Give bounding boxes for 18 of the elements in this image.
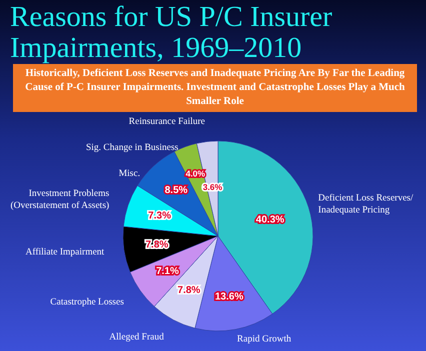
- data-label: 13.6%: [215, 291, 244, 302]
- chart-subtitle: Historically, Deficient Loss Reserves and Inadequate Pricing Are By Far the Leading Cause of P-C Insurer Impairments. Investment and Catastrophe Losses Play a Much Smaller Role: [13, 64, 417, 112]
- data-label: 7.3%: [148, 210, 172, 222]
- data-label: 7.8%: [178, 285, 200, 296]
- slice-label: Reinsurance Failure: [128, 116, 206, 127]
- data-label: 7.8%: [145, 240, 168, 251]
- slice-label: Deficient Loss Reserves/ Inadequate Pricing: [318, 194, 414, 216]
- data-label: 7.1%: [156, 266, 179, 278]
- slice-label: Affiliate Impairment: [25, 248, 105, 258]
- slice-label: Sig. Change in Business: [86, 142, 179, 153]
- slice-label: Rapid Growth: [237, 334, 292, 344]
- slice-label: Catastrophe Losses: [50, 297, 124, 308]
- data-label: 8.5%: [164, 185, 188, 196]
- slice-label: Alleged Fraud: [109, 332, 164, 343]
- slice-label: Misc.: [118, 168, 140, 179]
- chart-title: Reasons for US P/C Insurer Impairments, 1969–2010: [10, 1, 334, 64]
- data-label: 40.3%: [256, 214, 284, 226]
- slice-label: Investment Problems (Overstatement of Assets): [10, 188, 110, 211]
